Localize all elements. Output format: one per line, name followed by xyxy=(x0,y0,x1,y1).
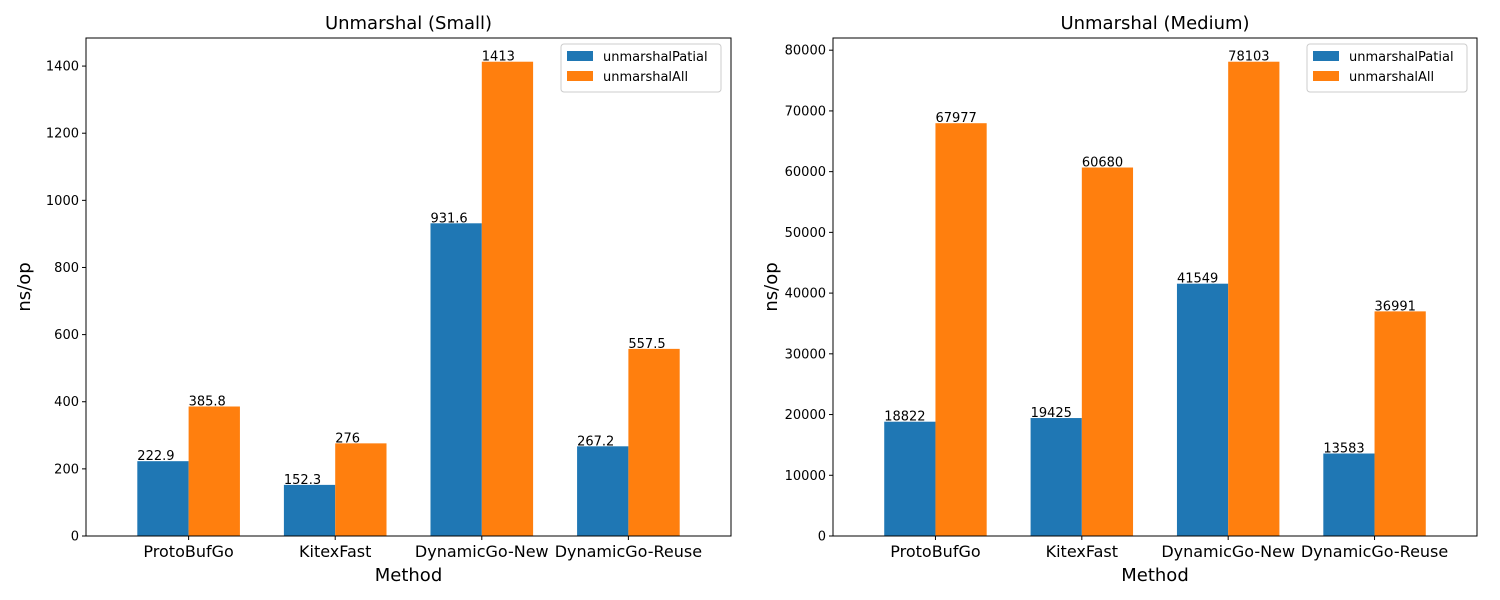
y-tick-label: 0 xyxy=(818,530,826,545)
bar-value-label: 152.3 xyxy=(284,473,321,488)
bar-unmarshalPatial-DynamicGo-New xyxy=(1176,283,1229,536)
bar-unmarshalAll-ProtoBufGo xyxy=(935,123,987,536)
y-tick-label: 1200 xyxy=(46,127,79,142)
y-tick-label: 800 xyxy=(54,261,79,276)
x-tick-label: KitexFast xyxy=(299,542,371,561)
x-tick-label: ProtoBufGo xyxy=(143,542,233,561)
chart-panel-1: 222.9 152.3 931.6 267.2 385.8 276 1413 557.5 0 20… xyxy=(14,13,732,586)
chart-title: Unmarshal (Small) xyxy=(325,13,492,34)
x-tick-label: DynamicGo-Reuse xyxy=(555,542,702,561)
bar-unmarshalPatial-ProtoBufGo xyxy=(884,421,936,536)
y-axis-label: ns/op xyxy=(14,262,35,311)
bar-unmarshalPatial-DynamicGo-New xyxy=(430,223,482,537)
y-tick-label: 70000 xyxy=(785,104,826,119)
legend-box xyxy=(560,43,722,93)
bar-unmarshalPatial-KitexFast xyxy=(283,484,336,536)
legend-label: unmarshalAll xyxy=(603,70,688,85)
bar-value-label: 36991 xyxy=(1375,299,1416,314)
bar-value-label: 19425 xyxy=(1031,406,1072,421)
legend: unmarshalPatial unmarshalAll xyxy=(1306,43,1468,93)
bar-unmarshalAll-DynamicGo-Reuse xyxy=(628,348,680,536)
bar-unmarshalAll-KitexFast xyxy=(335,443,387,536)
x-tick-label: DynamicGo-New xyxy=(415,542,549,561)
bar-value-label: 557.5 xyxy=(628,337,665,352)
y-tick-label: 600 xyxy=(54,328,79,343)
bar-unmarshalAll-DynamicGo-New xyxy=(1228,61,1280,537)
chart-title: Unmarshal (Medium) xyxy=(1060,13,1249,34)
y-tick-label: 1400 xyxy=(46,60,79,75)
x-axis-label: Method xyxy=(1121,565,1189,586)
legend: unmarshalPatial unmarshalAll xyxy=(560,43,722,93)
bar-value-label: 78103 xyxy=(1228,50,1269,65)
bar-unmarshalAll-KitexFast xyxy=(1081,167,1134,537)
legend-swatch xyxy=(1313,51,1339,61)
y-tick-label: 400 xyxy=(54,395,79,410)
x-tick-label: DynamicGo-Reuse xyxy=(1301,542,1448,561)
bar-unmarshalAll-DynamicGo-Reuse xyxy=(1374,311,1426,536)
bar-value-label: 276 xyxy=(335,431,360,446)
bar-value-label: 18822 xyxy=(884,410,925,425)
legend-swatch xyxy=(1313,71,1339,81)
axes-frame xyxy=(832,37,1478,537)
bar-unmarshalPatial-DynamicGo-Reuse xyxy=(577,446,629,536)
bar-value-label: 41549 xyxy=(1177,272,1218,287)
legend-swatch xyxy=(567,51,593,61)
legend-swatch xyxy=(567,71,593,81)
bar-value-label: 222.9 xyxy=(137,449,174,464)
bar-value-label: 931.6 xyxy=(430,211,467,226)
y-axis-label: ns/op xyxy=(761,262,782,311)
bar-unmarshalAll-ProtoBufGo xyxy=(188,406,240,536)
bar-unmarshalPatial-KitexFast xyxy=(1030,418,1082,536)
legend-label: unmarshalPatial xyxy=(603,50,708,65)
y-tick-label: 20000 xyxy=(785,408,826,423)
bar-unmarshalAll-DynamicGo-New xyxy=(481,61,534,536)
y-tick-label: 50000 xyxy=(785,226,826,241)
x-axis-label: Method xyxy=(375,565,443,586)
y-tick-label: 40000 xyxy=(785,287,826,302)
y-tick-label: 0 xyxy=(71,530,79,545)
x-tick-label: KitexFast xyxy=(1046,542,1118,561)
bar-value-label: 13583 xyxy=(1323,442,1364,457)
y-tick-label: 200 xyxy=(54,462,79,477)
bar-unmarshalPatial-DynamicGo-Reuse xyxy=(1323,453,1375,536)
x-tick-label: DynamicGo-New xyxy=(1161,542,1295,561)
y-tick-label: 10000 xyxy=(785,469,826,484)
bar-value-label: 67977 xyxy=(935,111,976,126)
bar-value-label: 385.8 xyxy=(189,395,226,410)
legend-box xyxy=(1306,43,1468,93)
legend-label: unmarshalPatial xyxy=(1349,50,1454,65)
y-tick-label: 1000 xyxy=(46,194,79,209)
legend-label: unmarshalAll xyxy=(1349,70,1434,85)
y-tick-label: 30000 xyxy=(785,347,826,362)
bar-value-label: 1413 xyxy=(482,50,515,65)
bar-unmarshalPatial-ProtoBufGo xyxy=(137,461,189,536)
chart-panel-2: 18822 19425 41549 13583 67977 60680 78103 36991… xyxy=(761,13,1478,586)
axes-frame xyxy=(85,37,732,537)
y-tick-label: 80000 xyxy=(785,44,826,59)
bar-value-label: 267.2 xyxy=(577,434,614,449)
y-tick-label: 60000 xyxy=(785,165,826,180)
x-tick-label: ProtoBufGo xyxy=(890,542,980,561)
bar-value-label: 60680 xyxy=(1082,156,1123,171)
